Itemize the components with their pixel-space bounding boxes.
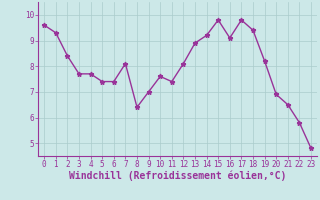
X-axis label: Windchill (Refroidissement éolien,°C): Windchill (Refroidissement éolien,°C) (69, 171, 286, 181)
